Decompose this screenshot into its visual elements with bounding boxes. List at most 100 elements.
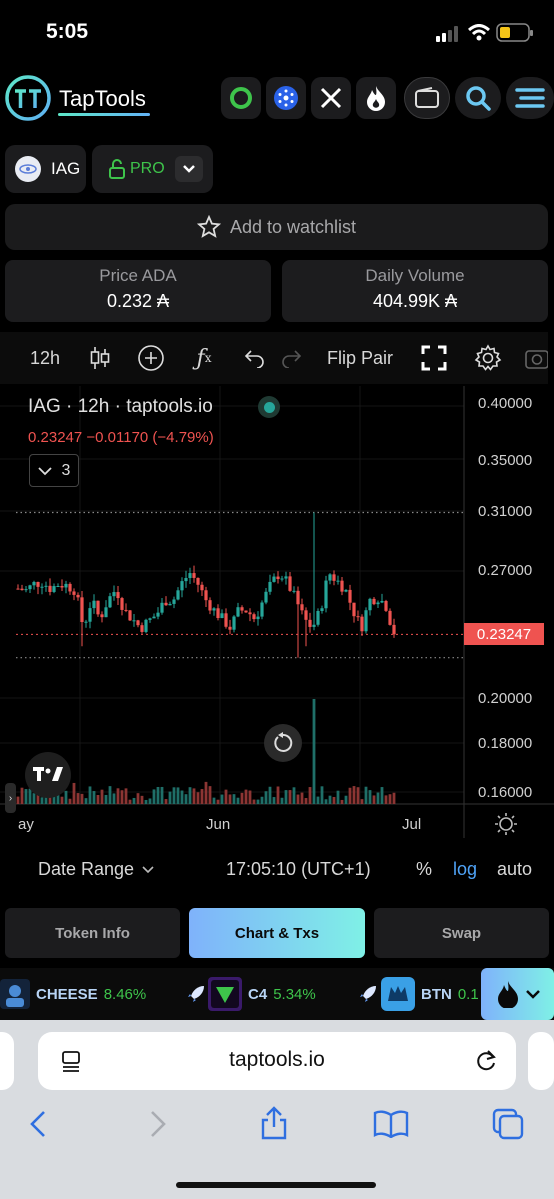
search-button[interactable] [455, 77, 501, 119]
page-menu-icon[interactable] [60, 1050, 82, 1072]
volume-bar [176, 787, 180, 804]
candle-body [264, 591, 268, 603]
cheese-token-icon [0, 979, 30, 1009]
price-chart[interactable]: IAG · 12h · taptools.io 0.23247 −0.01170… [0, 386, 554, 838]
add-to-watchlist-button[interactable]: Add to watchlist [5, 204, 548, 250]
volume-bar [160, 786, 164, 804]
candle-body [92, 600, 96, 609]
tabs-icon[interactable] [492, 1108, 524, 1140]
menu-button[interactable] [506, 77, 554, 119]
trending-ticker[interactable]: CHEESE 8.46% C4 5.34% BTN 0.1 [0, 968, 554, 1020]
candle-body [160, 602, 164, 613]
next-tab-card[interactable] [528, 1032, 554, 1090]
candle-body [56, 586, 60, 588]
tab-token-info[interactable]: Token Info [5, 908, 180, 958]
volume-bar [296, 794, 300, 804]
expand-panel-icon[interactable]: › [5, 783, 16, 813]
back-icon[interactable] [28, 1110, 48, 1138]
candle-body [328, 574, 332, 581]
candle-body [236, 607, 240, 617]
candle-body [356, 616, 360, 618]
ticker-symbol: C4 [248, 985, 268, 1003]
candle-body [380, 600, 384, 603]
date-range-dropdown[interactable]: Date Range [38, 859, 154, 880]
tab-swap[interactable]: Swap [374, 908, 549, 958]
settings-gear-icon[interactable] [468, 332, 508, 384]
browser-chrome: taptools.io [0, 1020, 554, 1199]
candle-body [300, 604, 304, 611]
candle-body [52, 586, 56, 592]
x-button[interactable] [311, 77, 351, 119]
reload-icon[interactable] [474, 1049, 498, 1073]
time-settings-icon[interactable] [494, 812, 518, 836]
candles-icon[interactable] [80, 332, 120, 384]
wallet-button[interactable] [404, 77, 450, 119]
share-icon[interactable] [259, 1106, 289, 1140]
candle-body [224, 613, 228, 627]
trending-toggle[interactable] [481, 968, 554, 1020]
candle-body [64, 583, 68, 588]
log-toggle[interactable]: log [453, 859, 478, 879]
candle-body [124, 609, 128, 611]
chart-clock[interactable]: 17:05:10 (UTC+1) [226, 859, 371, 879]
brand-name[interactable]: TapTools [59, 86, 146, 111]
volume-bar [100, 789, 104, 804]
ticker-item[interactable]: C4 5.34% [208, 968, 316, 1020]
status-bar: 5:05 [0, 0, 554, 64]
chart-canvas[interactable] [0, 386, 554, 838]
candle-body [36, 581, 40, 587]
url-text[interactable]: taptools.io [229, 1048, 325, 1071]
volume-bar [264, 791, 268, 804]
chevron-down-icon [525, 990, 540, 999]
volume-bar [20, 787, 24, 804]
ring-button[interactable] [221, 77, 261, 119]
prev-tab-card[interactable] [0, 1032, 14, 1090]
candle-body [32, 581, 36, 586]
volume-bar [368, 790, 372, 804]
y-tick: 0.35000 [478, 452, 533, 469]
bookmarks-icon[interactable] [373, 1110, 409, 1138]
candle-body [296, 590, 300, 605]
candle-body [372, 598, 376, 605]
volume-bar [272, 797, 276, 804]
flip-pair-button[interactable]: Flip Pair [326, 347, 393, 368]
x-tick: Jul [402, 816, 422, 833]
camera-icon[interactable] [520, 332, 548, 384]
cardano-button[interactable] [266, 77, 306, 119]
indicators-toggle[interactable]: 3 [29, 454, 79, 487]
token-symbol: IAG [51, 159, 81, 178]
reset-chart-button[interactable] [264, 724, 302, 762]
volume-bar [80, 793, 84, 804]
ticker-item[interactable]: CHEESE 8.46% [0, 968, 146, 1020]
y-tick: 0.16000 [478, 784, 533, 801]
tab-chart-txs[interactable]: Chart & Txs [189, 908, 365, 958]
candle-body [132, 620, 136, 622]
tradingview-logo[interactable] [25, 752, 71, 798]
redo-icon[interactable] [272, 332, 312, 384]
candle-body [324, 580, 328, 609]
volume-bar [376, 792, 380, 804]
trending-button[interactable] [356, 77, 396, 119]
address-bar[interactable]: taptools.io [38, 1032, 516, 1090]
token-selector[interactable]: IAG [5, 145, 86, 193]
percent-toggle[interactable]: % [416, 859, 433, 879]
candle-body [120, 598, 124, 610]
auto-toggle[interactable]: auto [497, 859, 533, 879]
taptools-logo[interactable] [4, 74, 52, 122]
volume-bar [352, 786, 356, 804]
fullscreen-icon[interactable] [414, 332, 454, 384]
ticker-item[interactable]: BTN 0.1 [381, 968, 479, 1020]
y-tick: 0.40000 [478, 395, 533, 412]
volume-bar [312, 699, 316, 804]
interval-button[interactable]: 12h [29, 347, 61, 368]
undo-icon[interactable] [234, 332, 274, 384]
forward-icon[interactable] [148, 1110, 168, 1138]
candle-body [48, 585, 52, 592]
pro-dropdown[interactable]: PRO [92, 145, 213, 193]
add-indicator-icon[interactable] [130, 332, 172, 384]
volume-bar [60, 796, 64, 804]
price-card: Price ADA 0.232 ₳ [5, 260, 271, 322]
volume-bar [16, 796, 20, 804]
candle-body [320, 608, 324, 611]
